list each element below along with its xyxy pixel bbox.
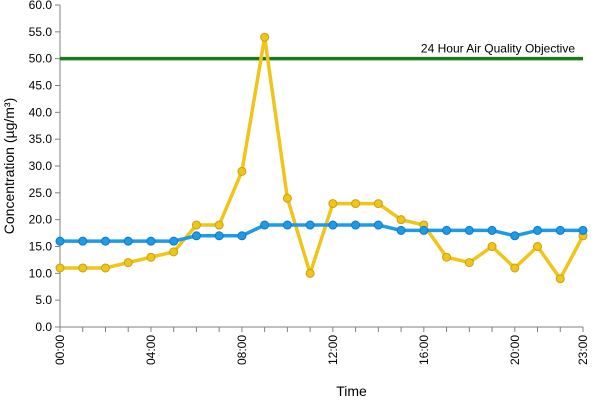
data-point <box>373 220 383 230</box>
data-point <box>464 258 474 268</box>
y-tick-label: 35.0 <box>29 132 53 146</box>
data-point <box>260 32 270 42</box>
data-point <box>396 215 406 225</box>
data-point <box>555 225 565 235</box>
data-point <box>191 220 201 230</box>
data-point <box>123 236 133 246</box>
data-point <box>123 258 133 268</box>
data-point <box>100 263 110 273</box>
y-tick-label: 45.0 <box>29 79 53 93</box>
data-point <box>555 274 565 284</box>
data-point <box>169 247 179 257</box>
y-axis-title: Concentration (µg/m³) <box>1 98 17 234</box>
y-tick-label: 30.0 <box>29 159 53 173</box>
data-point <box>396 225 406 235</box>
data-point <box>282 193 292 203</box>
data-point <box>533 225 543 235</box>
series-2 <box>55 220 588 246</box>
data-point <box>100 236 110 246</box>
x-tick-group: 00:00 04:00 08:00 12:00 16:00 20:00 23:00 <box>53 327 590 365</box>
data-point <box>373 199 383 209</box>
x-axis-title: Time <box>336 383 367 399</box>
data-point <box>351 199 361 209</box>
y-tick-group: 0.0 5.0 10.0 15.0 20.0 25.0 30.0 35.0 40.0 45.0 50… <box>29 0 60 334</box>
x-tick-label: 12:00 <box>326 335 340 365</box>
data-point <box>55 263 65 273</box>
x-tick-label: 00:00 <box>53 335 67 365</box>
data-point <box>510 263 520 273</box>
data-point <box>578 225 588 235</box>
x-tick-label: 04:00 <box>144 335 158 365</box>
data-point <box>328 220 338 230</box>
data-point <box>464 225 474 235</box>
data-point <box>487 225 497 235</box>
x-tick-label: 16:00 <box>417 335 431 365</box>
x-tick-label: 08:00 <box>235 335 249 365</box>
x-tick-label: 23:00 <box>576 335 590 365</box>
series-1 <box>55 32 588 284</box>
y-tick-label: 20.0 <box>29 213 53 227</box>
y-tick-label: 55.0 <box>29 25 53 39</box>
data-point <box>260 220 270 230</box>
data-point <box>533 242 543 251</box>
y-tick-label: 10.0 <box>29 266 53 280</box>
data-point <box>419 225 429 235</box>
data-point <box>442 252 452 262</box>
data-point <box>55 236 65 246</box>
data-point <box>328 199 338 209</box>
data-point <box>191 231 201 241</box>
air-quality-objective-label: 24 Hour Air Quality Objective <box>421 42 575 56</box>
data-point <box>305 220 315 230</box>
y-tick-label: 5.0 <box>35 293 52 307</box>
y-tick-label: 25.0 <box>29 186 53 200</box>
data-point <box>146 252 156 262</box>
data-point <box>282 220 292 230</box>
data-point <box>78 236 88 246</box>
y-tick-label: 50.0 <box>29 52 53 66</box>
y-tick-label: 15.0 <box>29 240 53 254</box>
series-group <box>55 32 588 284</box>
data-point <box>442 225 452 235</box>
data-point <box>487 242 497 251</box>
data-point <box>169 236 179 246</box>
data-point <box>237 166 247 176</box>
data-point <box>78 263 88 273</box>
data-point <box>237 231 247 241</box>
y-tick-label: 40.0 <box>29 105 53 119</box>
data-point <box>305 268 315 278</box>
data-point <box>351 220 361 230</box>
data-point <box>214 231 224 241</box>
y-tick-label: 60.0 <box>29 0 53 12</box>
x-tick-label: 20:00 <box>508 335 522 365</box>
reference-line-group: 24 Hour Air Quality Objective <box>60 42 583 61</box>
y-tick-label: 0.0 <box>35 320 52 334</box>
data-point <box>214 220 224 230</box>
data-point <box>146 236 156 246</box>
data-point <box>510 231 520 241</box>
